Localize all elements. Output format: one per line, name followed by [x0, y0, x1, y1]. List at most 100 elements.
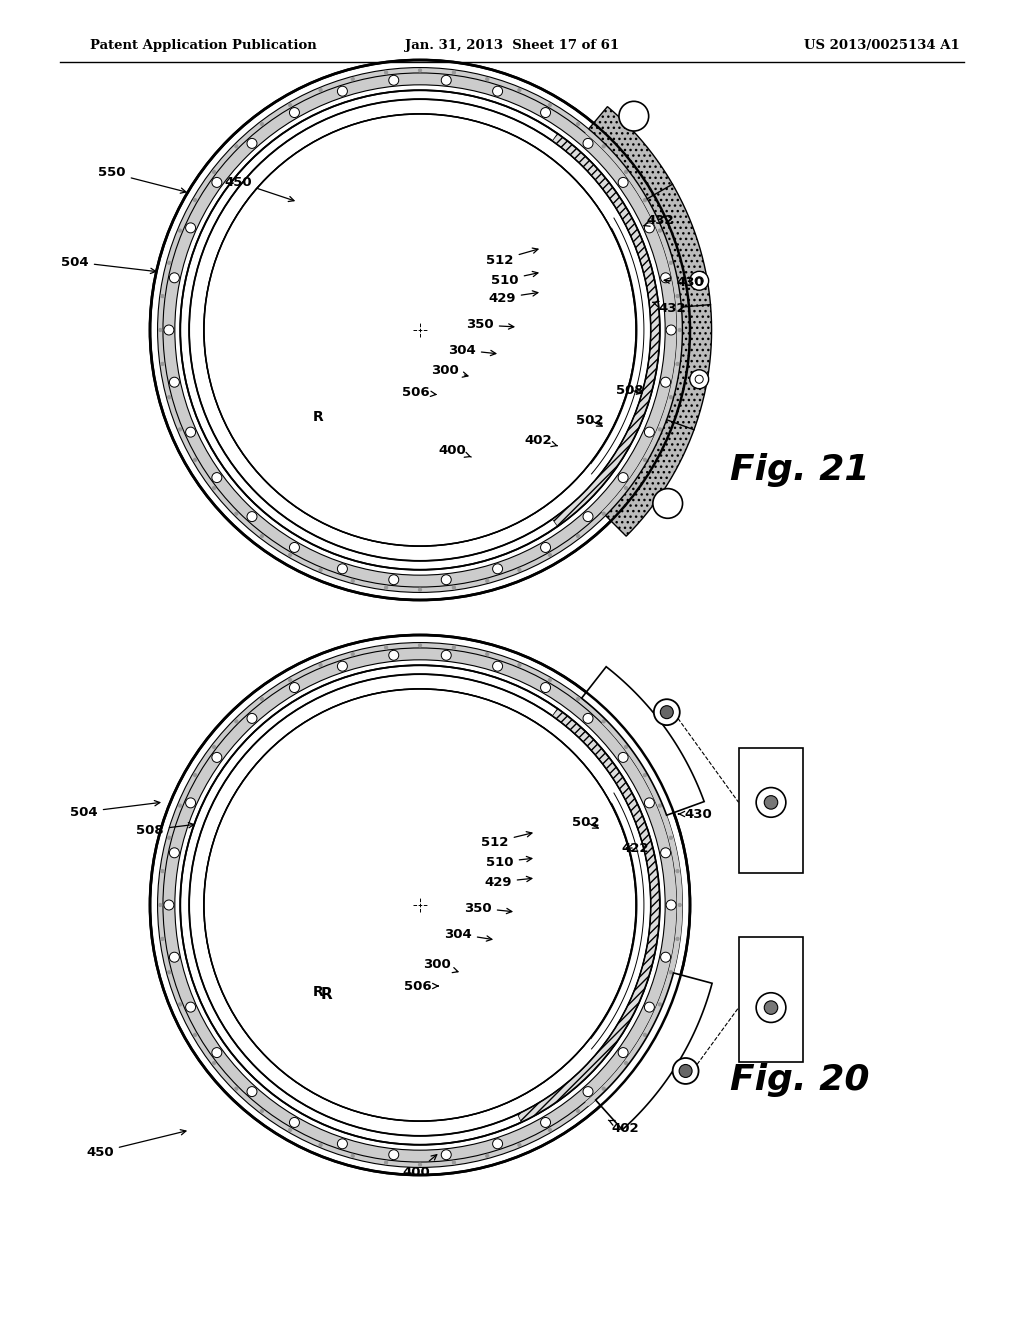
Text: 506: 506 [404, 979, 438, 993]
Circle shape [643, 198, 647, 202]
Circle shape [260, 1109, 264, 1113]
Circle shape [485, 1154, 489, 1158]
Circle shape [660, 378, 671, 387]
Circle shape [541, 543, 551, 553]
Circle shape [485, 77, 489, 82]
Circle shape [338, 564, 347, 574]
Text: 400: 400 [438, 444, 471, 457]
Circle shape [485, 578, 489, 583]
Circle shape [212, 752, 222, 763]
Circle shape [452, 645, 456, 649]
Circle shape [350, 578, 355, 583]
Circle shape [690, 370, 709, 388]
Circle shape [167, 970, 171, 974]
Circle shape [601, 512, 606, 516]
Circle shape [158, 903, 163, 907]
Circle shape [601, 719, 606, 723]
Circle shape [756, 788, 785, 817]
Circle shape [643, 458, 647, 462]
Text: Fig. 21: Fig. 21 [730, 453, 869, 487]
Circle shape [418, 1163, 422, 1167]
Circle shape [418, 587, 422, 591]
Circle shape [158, 327, 163, 333]
Circle shape [212, 177, 222, 187]
Circle shape [178, 1002, 182, 1007]
Circle shape [338, 86, 347, 96]
Text: 304: 304 [449, 343, 496, 356]
Text: 300: 300 [423, 958, 458, 973]
Circle shape [441, 75, 452, 86]
Circle shape [644, 1002, 654, 1012]
Circle shape [517, 88, 521, 92]
Circle shape [452, 585, 456, 590]
Circle shape [643, 774, 647, 777]
Text: R: R [322, 987, 333, 1002]
Circle shape [193, 774, 198, 777]
Circle shape [290, 682, 299, 693]
Circle shape [212, 486, 216, 490]
Polygon shape [517, 709, 659, 1122]
Circle shape [583, 139, 593, 148]
Text: US 2013/0025134 A1: US 2013/0025134 A1 [804, 38, 961, 51]
Circle shape [644, 428, 654, 437]
Circle shape [384, 585, 388, 590]
Circle shape [260, 121, 264, 127]
Circle shape [669, 260, 673, 265]
Circle shape [676, 294, 680, 298]
Circle shape [666, 325, 676, 335]
Circle shape [678, 903, 682, 907]
Text: R: R [312, 985, 324, 999]
Circle shape [212, 744, 216, 748]
Circle shape [575, 1109, 581, 1113]
Circle shape [669, 836, 673, 840]
Circle shape [185, 428, 196, 437]
Text: 402: 402 [608, 1121, 639, 1134]
Circle shape [185, 1002, 196, 1012]
Circle shape [541, 107, 551, 117]
Circle shape [601, 144, 606, 148]
Text: 400: 400 [402, 1155, 437, 1179]
Text: 430: 430 [665, 276, 703, 289]
Circle shape [150, 635, 690, 1175]
Text: 430: 430 [679, 808, 712, 821]
Text: 350: 350 [466, 318, 514, 331]
Circle shape [583, 713, 593, 723]
Circle shape [669, 395, 673, 400]
Circle shape [169, 273, 179, 282]
Circle shape [653, 488, 683, 519]
Text: 300: 300 [431, 363, 468, 378]
Circle shape [541, 682, 551, 693]
Circle shape [389, 574, 398, 585]
Circle shape [601, 1086, 606, 1090]
Text: 502: 502 [577, 413, 604, 426]
Circle shape [288, 553, 292, 557]
Circle shape [441, 574, 452, 585]
Circle shape [493, 1139, 503, 1148]
Circle shape [389, 651, 398, 660]
Circle shape [290, 543, 299, 553]
Circle shape [690, 272, 709, 290]
Circle shape [161, 294, 165, 298]
Circle shape [676, 869, 680, 874]
Circle shape [575, 697, 581, 701]
Circle shape [643, 1032, 647, 1038]
Circle shape [485, 652, 489, 656]
Circle shape [234, 719, 239, 723]
Circle shape [624, 170, 629, 174]
Circle shape [548, 103, 552, 107]
Circle shape [618, 473, 628, 483]
Circle shape [764, 1001, 778, 1014]
Polygon shape [589, 107, 712, 536]
Circle shape [575, 121, 581, 127]
Circle shape [234, 512, 239, 516]
Circle shape [212, 1061, 216, 1065]
Circle shape [212, 473, 222, 483]
Circle shape [541, 1118, 551, 1127]
Circle shape [150, 59, 690, 601]
Circle shape [185, 223, 196, 232]
Circle shape [548, 1127, 552, 1133]
Circle shape [452, 70, 456, 75]
Circle shape [517, 568, 521, 572]
Text: 506: 506 [402, 385, 436, 399]
Circle shape [169, 847, 179, 858]
